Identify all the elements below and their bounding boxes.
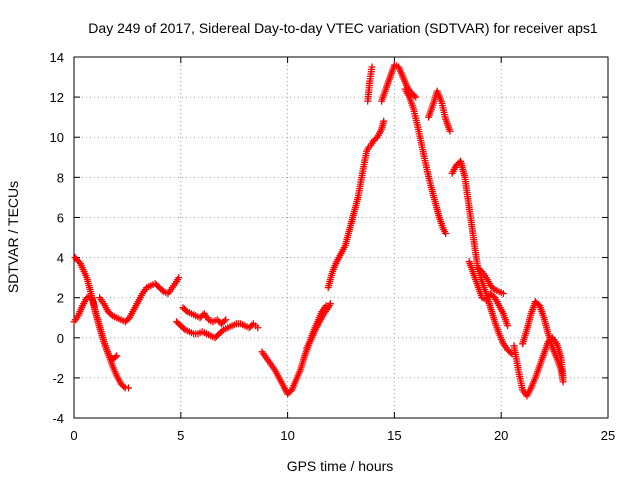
y-tick-label: 2 [57, 291, 64, 306]
x-tick-label: 25 [601, 428, 615, 443]
series-arc-11 [378, 61, 420, 105]
series-arc-9 [364, 63, 376, 105]
y-tick-label: 8 [57, 170, 64, 185]
data-point [499, 290, 507, 298]
data-point [220, 317, 228, 325]
series-arc-10 [367, 117, 388, 149]
x-axis-label: GPS time / hours [287, 458, 394, 474]
data-point [442, 229, 450, 237]
y-tick-label: 14 [50, 50, 64, 65]
series-arc-12 [401, 85, 450, 237]
y-tick-label: 4 [57, 251, 64, 266]
data-point [410, 92, 418, 100]
series-arc-7 [303, 300, 334, 352]
data-point [111, 353, 119, 361]
data-point [380, 117, 388, 125]
x-tick-label: 0 [70, 428, 77, 443]
series-arc-15 [465, 258, 512, 330]
y-tick-label: -2 [52, 371, 64, 386]
x-tick-label: 15 [387, 428, 401, 443]
series-arc-5 [179, 304, 230, 328]
data-point [446, 127, 454, 135]
y-tick-label: 0 [57, 331, 64, 346]
data-point [412, 93, 420, 101]
data-point [182, 306, 190, 314]
x-tick-label: 10 [280, 428, 294, 443]
y-axis-label: SDTVAR / TECUs [5, 181, 21, 293]
data-point [508, 350, 516, 358]
data-point [120, 383, 128, 391]
data-point [326, 300, 334, 308]
series-arc-13 [425, 87, 454, 135]
data-point [158, 286, 166, 294]
data-point [107, 310, 115, 318]
data-point [489, 284, 497, 292]
chart-title: Day 249 of 2017, Sidereal Day-to-day VTE… [88, 20, 598, 36]
y-tick-label: 6 [57, 210, 64, 225]
series-arc-8 [324, 143, 373, 292]
y-tick-label: -4 [52, 411, 64, 426]
data-point [180, 324, 188, 332]
series-arc-3 [96, 274, 183, 326]
data-point [504, 322, 512, 330]
data-point [254, 324, 262, 332]
series-arc-6 [258, 302, 330, 398]
y-tick-label: 12 [50, 90, 64, 105]
data-point [75, 258, 83, 266]
series-arc-16 [474, 264, 507, 298]
y-tick-label: 10 [50, 130, 64, 145]
data-point [218, 327, 226, 335]
series-arc-4 [173, 318, 262, 342]
data-point [222, 316, 230, 324]
data-point [368, 63, 376, 71]
x-tick-label: 5 [177, 428, 184, 443]
data-point [124, 384, 132, 392]
data-point [113, 352, 121, 360]
data-point [175, 274, 183, 282]
data-points [70, 61, 567, 400]
plot-frame [73, 56, 609, 419]
axis-ticks: 0 5 10 15 20 25 -4 -2 0 2 4 6 8 10 12 14 [50, 50, 616, 443]
grid [74, 57, 608, 418]
series-arc-2 [70, 292, 121, 364]
data-point [248, 321, 256, 329]
x-tick-label: 20 [494, 428, 508, 443]
data-point [559, 378, 567, 386]
series-arc-18 [519, 298, 567, 386]
